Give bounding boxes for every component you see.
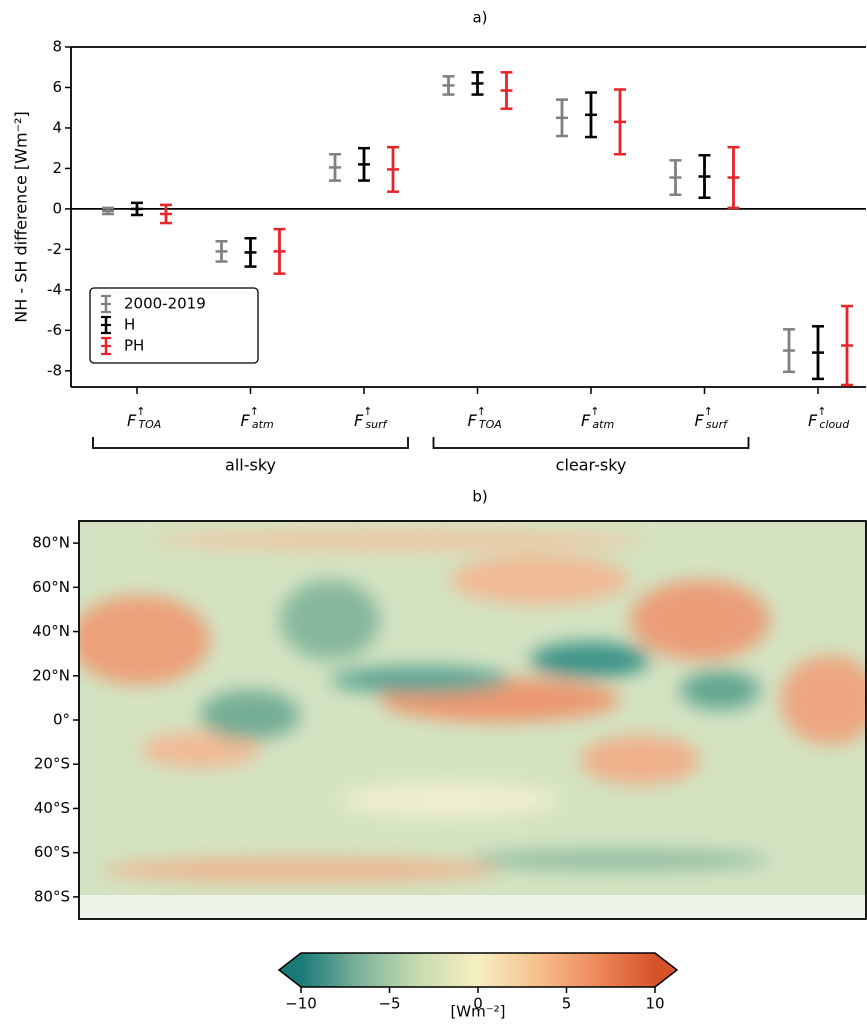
y-tick-label: -4 — [47, 280, 62, 298]
error-bar — [698, 154, 711, 200]
error-bar — [727, 145, 740, 210]
label-sub: TOA — [479, 418, 502, 431]
label-sup: ↑ — [363, 405, 372, 418]
y-tick-label: 0 — [52, 199, 62, 217]
y-tick-label: -2 — [47, 240, 62, 258]
legend-label: H — [124, 316, 135, 334]
group-label: clear-sky — [556, 456, 627, 475]
colorbar-extend-high — [655, 953, 677, 987]
label-sub: TOA — [138, 418, 161, 431]
x-tick-label: F↑ TOA — [468, 405, 502, 431]
y-tick-label: 4 — [52, 118, 62, 136]
legend-label: PH — [124, 337, 144, 355]
legend-box — [89, 287, 259, 364]
y-tick-label: 8 — [52, 38, 62, 56]
error-bar — [358, 146, 370, 182]
error-bar — [442, 75, 455, 96]
colorbar-tick-label: −5 — [378, 995, 400, 1013]
error-bar — [215, 240, 228, 263]
y-tick-label: 60°S — [34, 843, 70, 861]
legend-label: 2000-2019 — [124, 295, 206, 313]
y-tick-label: 20°S — [34, 755, 70, 773]
label-sub: atm — [592, 418, 614, 431]
colorbar-tick-label: −10 — [285, 995, 317, 1013]
panel-title: b) — [472, 488, 487, 506]
error-bar — [841, 304, 853, 387]
x-tick-label: F↑ atm — [241, 405, 274, 431]
error-bar — [669, 159, 682, 196]
x-tick-label: F↑ surf — [695, 405, 730, 431]
panel-title: a) — [472, 9, 487, 27]
x-tick-label: F↑ surf — [354, 405, 389, 431]
error-bar — [556, 98, 568, 138]
y-axis-label: NH - SH difference [Wm⁻²] — [12, 111, 31, 322]
label-base: F — [581, 411, 591, 430]
label-sup: ↑ — [704, 405, 713, 418]
error-bar — [585, 91, 597, 139]
error-bar — [783, 328, 795, 374]
error-bar — [812, 325, 824, 381]
error-bar — [160, 203, 172, 225]
label-sup: ↑ — [477, 405, 486, 418]
y-tick-label: 80°N — [32, 534, 70, 552]
error-bar — [471, 71, 484, 96]
colorbar-tick-label: 5 — [562, 995, 572, 1013]
x-tick-label: F↑ atm — [581, 405, 614, 431]
label-sub: cloud — [819, 418, 850, 431]
error-bar — [273, 227, 286, 275]
error-bar — [131, 201, 143, 217]
label-sub: surf — [706, 418, 729, 431]
label-base: F — [241, 411, 251, 430]
colorbar-tick-label: 10 — [645, 995, 664, 1013]
group-bracket — [432, 437, 750, 449]
group-label: all-sky — [225, 456, 276, 475]
y-tick-label: -6 — [47, 321, 62, 339]
label-sup: ↑ — [817, 405, 826, 418]
label-sub: surf — [365, 418, 388, 431]
y-tick-label: 40°N — [32, 622, 70, 640]
label-base: F — [127, 411, 137, 430]
y-tick-label: 6 — [52, 78, 62, 96]
error-bar — [387, 145, 399, 193]
y-tick-label: 2 — [52, 159, 62, 177]
label-sup: ↑ — [250, 405, 259, 418]
x-tick-label: F↑ TOA — [127, 405, 161, 431]
label-base: F — [468, 411, 478, 430]
colorbar-tick-label: 0 — [473, 995, 483, 1013]
colorbar — [301, 953, 655, 987]
error-bar — [102, 206, 114, 216]
y-tick-label: 20°N — [32, 666, 70, 684]
label-base: F — [695, 411, 705, 430]
error-bar — [244, 237, 257, 268]
label-sup: ↑ — [136, 405, 145, 418]
colorbar-extend-low — [279, 953, 301, 987]
map-field — [79, 521, 866, 919]
label-sub: atm — [252, 418, 274, 431]
y-tick-label: 60°N — [32, 578, 70, 596]
x-tick-label: F↑ cloud — [808, 405, 850, 431]
error-bar — [614, 88, 626, 156]
error-bar — [500, 71, 513, 110]
y-tick-label: 80°S — [34, 887, 70, 905]
label-sup: ↑ — [590, 405, 599, 418]
y-tick-label: 0° — [53, 711, 70, 729]
colorbar-label: [Wm⁻²] — [450, 1003, 505, 1021]
error-bar — [329, 153, 341, 182]
group-bracket — [92, 437, 409, 449]
label-base: F — [354, 411, 364, 430]
y-tick-label: -8 — [47, 361, 62, 379]
label-base: F — [808, 411, 818, 430]
y-tick-label: 40°S — [34, 799, 70, 817]
